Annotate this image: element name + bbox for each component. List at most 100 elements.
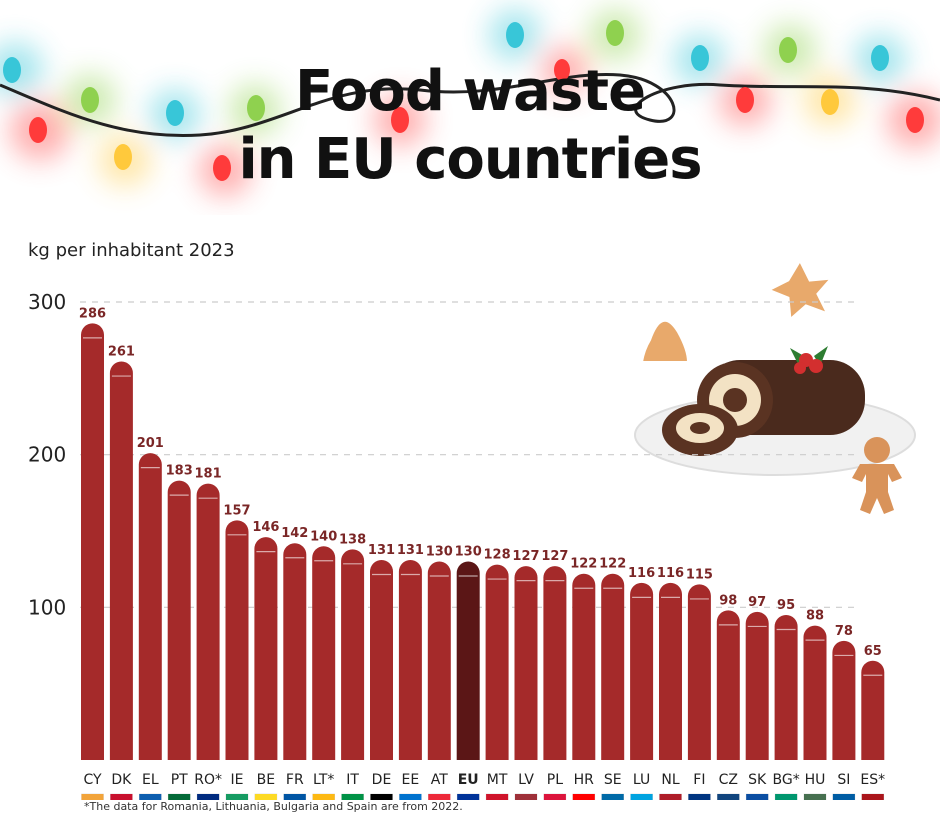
category-label: MT (487, 772, 508, 788)
country-flag (312, 793, 335, 800)
category-label: EU (458, 772, 479, 788)
category-label: BE (257, 772, 275, 788)
category-label: SK (748, 772, 767, 788)
country-flag (717, 793, 740, 800)
category-label: HU (805, 772, 826, 788)
value-label: 122 (570, 557, 597, 572)
value-label: 128 (484, 548, 511, 563)
country-flag (630, 793, 653, 800)
bar (630, 582, 654, 760)
value-label: 183 (166, 464, 193, 479)
bar (225, 520, 249, 760)
value-label: 116 (628, 566, 655, 581)
bar (514, 566, 538, 760)
country-flag (225, 793, 249, 800)
category-label: PL (547, 772, 563, 788)
chart-title: Food waste in EU countries (0, 58, 940, 194)
footnote: *The data for Romania, Lithuania, Bulgar… (84, 800, 463, 813)
country-flag (803, 793, 827, 800)
bar (716, 610, 740, 760)
bar (109, 361, 133, 760)
y-tick-label: 200 (28, 443, 66, 467)
value-label: 97 (748, 595, 766, 610)
country-flag (572, 793, 596, 800)
value-label: 130 (426, 545, 453, 560)
bar (745, 611, 769, 760)
value-label: 140 (310, 529, 337, 544)
bar (601, 573, 625, 760)
value-label: 98 (719, 593, 737, 608)
bar (543, 566, 567, 760)
bar (254, 537, 278, 760)
bar (659, 582, 682, 760)
country-flag (399, 793, 422, 800)
country-flag (167, 793, 191, 800)
country-flag (139, 793, 162, 800)
value-label: 65 (864, 644, 882, 659)
flags (81, 793, 885, 800)
bar (572, 573, 596, 760)
bar (456, 561, 480, 760)
category-label: NL (661, 772, 679, 788)
category-label: CY (83, 772, 102, 788)
category-label: HR (574, 772, 595, 788)
bar (81, 323, 104, 760)
value-label: 146 (252, 520, 279, 535)
country-flag (832, 793, 856, 800)
bars (81, 323, 885, 760)
bar (687, 584, 711, 760)
country-flag (370, 793, 393, 800)
country-flag (745, 793, 769, 800)
category-label: LU (633, 772, 650, 788)
bar (427, 561, 451, 760)
value-label: 131 (397, 543, 424, 558)
value-label: 138 (339, 532, 366, 547)
y-tick-label: 300 (28, 290, 66, 314)
category-label: DK (111, 772, 132, 788)
category-label: EE (402, 772, 420, 788)
y-axis-ticks: 100 200 300 (28, 290, 66, 619)
country-flag (196, 793, 220, 800)
category-label: LT* (313, 772, 334, 788)
country-flag (254, 793, 278, 800)
y-tick-label: 100 (28, 595, 66, 619)
bar (832, 640, 856, 760)
bar (312, 546, 336, 760)
bar (196, 483, 220, 760)
country-flag (81, 793, 104, 800)
value-label: 131 (368, 543, 395, 558)
value-label: 116 (657, 566, 684, 581)
value-label: 157 (223, 503, 250, 518)
country-flag (543, 793, 567, 800)
category-label: BG* (772, 772, 799, 788)
country-flag (456, 793, 480, 800)
country-flag (659, 793, 682, 800)
country-flag (485, 793, 509, 800)
category-label: LV (518, 772, 534, 788)
country-flag (283, 793, 307, 800)
value-label: 95 (777, 598, 795, 613)
christmas-lights-icon (0, 9, 940, 196)
value-label: 201 (137, 436, 164, 451)
bar (861, 660, 885, 760)
bar (803, 625, 827, 760)
category-label: CZ (719, 772, 738, 788)
category-label: AT (431, 772, 448, 788)
chart-subtitle: kg per inhabitant 2023 (28, 240, 235, 261)
country-flag (601, 793, 624, 800)
category-label: SI (837, 772, 850, 788)
category-label: IE (231, 772, 244, 788)
bar (485, 564, 509, 760)
bar (283, 543, 307, 760)
country-flag (774, 793, 798, 800)
country-flag (861, 793, 885, 800)
value-label: 78 (835, 624, 853, 639)
value-label: 115 (686, 567, 713, 582)
value-label: 261 (108, 345, 135, 360)
value-label: 286 (79, 306, 106, 321)
bar (138, 453, 162, 760)
country-flag (688, 793, 711, 800)
category-labels: CY DK EL PT RO* IE BE FR LT* IT DE EE AT EU MT LV PL HR SE… (83, 772, 885, 788)
